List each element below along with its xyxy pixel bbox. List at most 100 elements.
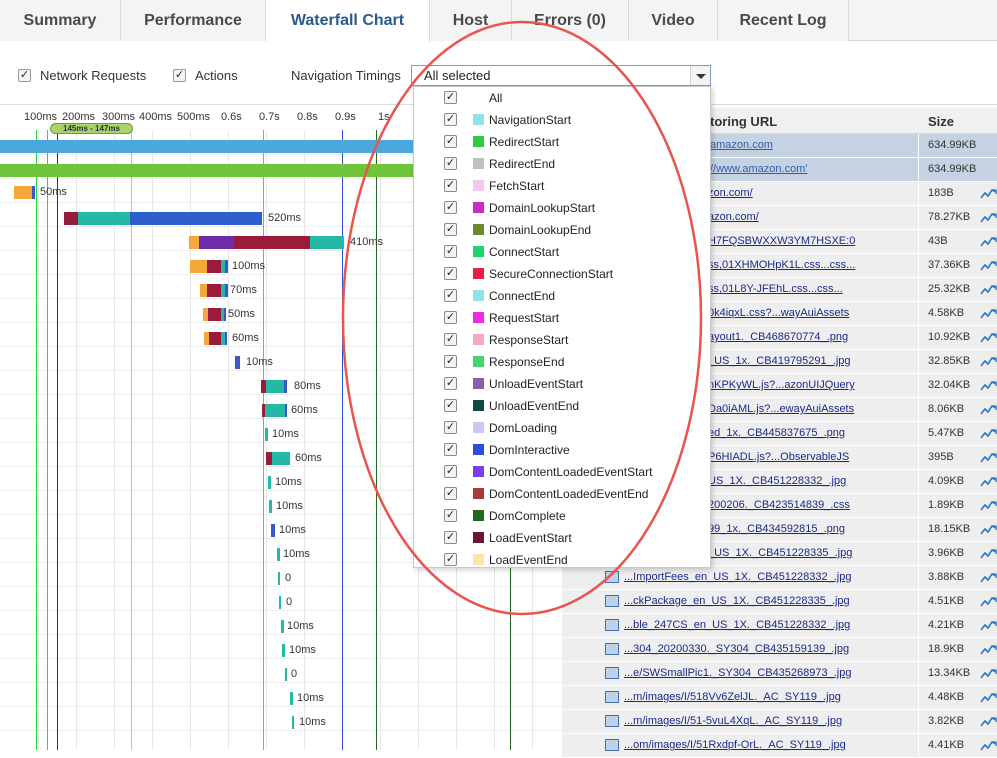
option-checkbox[interactable]: ✓ [444, 311, 457, 324]
trend-chart-icon[interactable] [980, 643, 997, 656]
waterfall-bar-segment[interactable] [292, 716, 294, 729]
option-checkbox[interactable]: ✓ [444, 531, 457, 544]
option-checkbox[interactable]: ✓ [444, 465, 457, 478]
waterfall-bar-segment[interactable] [282, 644, 285, 657]
timing-option[interactable]: ✓ ResponseEnd [414, 351, 710, 373]
waterfall-bar-segment[interactable] [221, 308, 224, 321]
time-marker-badge[interactable]: 145ms - 147ms [50, 123, 133, 134]
table-row[interactable]: ...ckPackage_en_US_1X._CB451228335_.jpg 4… [562, 590, 997, 614]
url-link[interactable]: ...e/SWSmallPic1._SY304_CB435268973_.jpg [624, 667, 852, 679]
actions-checkbox[interactable]: ✓ [173, 69, 186, 82]
option-checkbox[interactable]: ✓ [444, 355, 457, 368]
url-link[interactable]: ...ckPackage_en_US_1X._CB451228335_.jpg [624, 595, 850, 607]
timing-option[interactable]: ✓ DomLoading [414, 417, 710, 439]
table-row[interactable]: ...om/images/I/51Rxdpf-OrL._AC_SY119_.jp… [562, 734, 997, 758]
waterfall-bar-segment[interactable] [265, 428, 268, 441]
option-checkbox[interactable]: ✓ [444, 135, 457, 148]
timing-option[interactable]: ✓ RedirectEnd [414, 153, 710, 175]
timing-option[interactable]: ✓ ConnectStart [414, 241, 710, 263]
timing-option[interactable]: ✓ RequestStart [414, 307, 710, 329]
trend-chart-icon[interactable] [980, 427, 997, 440]
tab-errors[interactable]: Errors (0) [512, 0, 629, 41]
timing-option[interactable]: ✓ DomContentLoadedEventEnd [414, 483, 710, 505]
waterfall-bar-segment[interactable] [64, 212, 78, 225]
trend-chart-icon[interactable] [980, 691, 997, 704]
timing-option[interactable]: ✓ LoadEventEnd [414, 549, 710, 571]
waterfall-bar-segment[interactable] [261, 380, 266, 393]
option-checkbox[interactable]: ✓ [444, 267, 457, 280]
timing-option[interactable]: ✓ DomInteractive [414, 439, 710, 461]
waterfall-bar-segment[interactable] [285, 404, 287, 417]
waterfall-bar-segment[interactable] [262, 404, 265, 417]
url-link[interactable]: 0k4iqxL.css?...wayAuiAssets [708, 307, 850, 319]
url-link[interactable]: ...304_20200330._SY304_CB435159139_.jpg [624, 643, 850, 655]
url-link[interactable]: //www.amazon.com' [710, 163, 808, 175]
waterfall-bar-segment[interactable] [207, 260, 221, 273]
trend-chart-icon[interactable] [980, 739, 997, 752]
timing-option[interactable]: ✓ ConnectEnd [414, 285, 710, 307]
waterfall-bar-segment[interactable] [224, 308, 226, 321]
option-checkbox[interactable]: ✓ [444, 333, 457, 346]
trend-chart-icon[interactable] [980, 595, 997, 608]
url-link[interactable]: ...m/images/I/518Vv6ZelJL._AC_SY119_.jpg [624, 691, 841, 703]
option-checkbox[interactable]: ✓ [444, 399, 457, 412]
url-link[interactable]: nKPKyWL.js?...azonUIJQuery [708, 379, 855, 391]
timing-option[interactable]: ✓ UnloadEventEnd [414, 395, 710, 417]
option-checkbox[interactable]: ✓ [444, 553, 457, 566]
waterfall-bar-segment[interactable] [265, 404, 285, 417]
waterfall-bar-segment[interactable] [268, 476, 271, 489]
table-row[interactable]: ...ble_247CS_en_US_1X._CB451228332_.jpg 4… [562, 614, 997, 638]
waterfall-bar-segment[interactable] [271, 524, 275, 537]
waterfall-bar-segment[interactable] [234, 236, 310, 249]
timing-option[interactable]: ✓ UnloadEventStart [414, 373, 710, 395]
waterfall-bar-segment[interactable] [310, 236, 344, 249]
url-link[interactable]: zon.com/ [708, 187, 753, 199]
url-link[interactable]: 200206._CB423514839_.css [708, 499, 850, 511]
waterfall-bar-segment[interactable] [235, 356, 240, 369]
trend-chart-icon[interactable] [980, 187, 997, 200]
url-link[interactable]: azon.com/ [708, 211, 759, 223]
url-link[interactable]: 99_1x._CB434592815_.png [708, 523, 846, 535]
option-checkbox[interactable]: ✓ [444, 421, 457, 434]
waterfall-bar-segment[interactable] [272, 452, 290, 465]
trend-chart-icon[interactable] [980, 403, 997, 416]
option-checkbox[interactable]: ✓ [444, 91, 457, 104]
timing-option[interactable]: ✓ DomainLookupEnd [414, 219, 710, 241]
waterfall-bar-segment[interactable] [189, 236, 199, 249]
waterfall-bar-segment[interactable] [225, 260, 228, 273]
option-checkbox[interactable]: ✓ [444, 377, 457, 390]
trend-chart-icon[interactable] [980, 667, 997, 680]
timing-option[interactable]: ✓ NavigationStart [414, 109, 710, 131]
trend-chart-icon[interactable] [980, 571, 997, 584]
url-link[interactable]: US_1X._CB451228332_.jpg [708, 475, 847, 487]
option-checkbox[interactable]: ✓ [444, 113, 457, 126]
waterfall-bar-segment[interactable] [221, 332, 225, 345]
trend-chart-icon[interactable] [980, 379, 997, 392]
timing-option[interactable]: ✓ SecureConnectionStart [414, 263, 710, 285]
url-link[interactable]: ...om/images/I/51Rxdpf-OrL._AC_SY119_.jp… [624, 739, 846, 751]
option-checkbox[interactable]: ✓ [444, 223, 457, 236]
option-checkbox[interactable]: ✓ [444, 487, 457, 500]
timing-option[interactable]: ✓ All [414, 87, 710, 109]
tab-recent-log[interactable]: Recent Log [718, 0, 849, 41]
trend-chart-icon[interactable] [980, 523, 997, 536]
waterfall-bar-segment[interactable] [130, 212, 262, 225]
waterfall-bar-segment[interactable] [279, 596, 281, 609]
trend-chart-icon[interactable] [980, 547, 997, 560]
url-link[interactable]: ...m/images/I/51-5vuL4XqL._AC_SY119_.jpg [624, 715, 843, 727]
chevron-down-icon[interactable] [690, 66, 710, 85]
table-row[interactable]: ...304_20200330._SY304_CB435159139_.jpg 1… [562, 638, 997, 662]
timing-option[interactable]: ✓ DomainLookupStart [414, 197, 710, 219]
option-checkbox[interactable]: ✓ [444, 157, 457, 170]
waterfall-bar-segment[interactable] [285, 668, 287, 681]
waterfall-bar-segment[interactable] [290, 692, 293, 705]
waterfall-bar-segment[interactable] [209, 332, 221, 345]
waterfall-bar-segment[interactable] [269, 500, 272, 513]
timing-option[interactable]: ✓ LoadEventStart [414, 527, 710, 549]
option-checkbox[interactable]: ✓ [444, 179, 457, 192]
network-requests-checkbox[interactable]: ✓ [18, 69, 31, 82]
waterfall-bar-segment[interactable] [221, 260, 225, 273]
trend-chart-icon[interactable] [980, 619, 997, 632]
url-link[interactable]: ayout1._CB468670774_.png [708, 331, 849, 343]
tab-performance[interactable]: Performance [121, 0, 266, 41]
